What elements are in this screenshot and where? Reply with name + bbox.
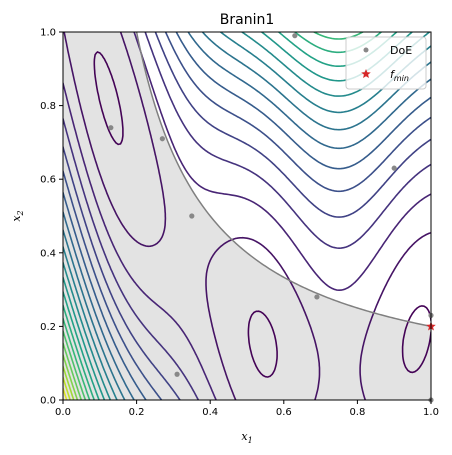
contour-level <box>93 51 431 378</box>
contour-level <box>63 330 87 400</box>
doe-point <box>391 165 397 171</box>
contour-level <box>63 32 431 400</box>
contour-level <box>63 32 431 400</box>
y-tick-label: 0.8 <box>40 101 56 112</box>
contour-level <box>63 32 431 400</box>
contour-level <box>63 32 431 400</box>
contour-level <box>63 342 83 400</box>
contour-level <box>63 32 364 400</box>
chart-title: Branin1 <box>220 12 274 28</box>
contour-level <box>63 32 431 400</box>
contour-level <box>63 32 431 400</box>
x-tick-label: 0.2 <box>129 407 145 418</box>
x-tick-label: 0.6 <box>276 407 292 418</box>
legend: DoE fmin <box>345 36 427 90</box>
legend-box <box>345 36 427 90</box>
contour-level <box>63 365 75 400</box>
y-tick-label: 1.0 <box>40 28 56 39</box>
x-tick-label: 0.4 <box>202 407 218 418</box>
contour-lines <box>63 32 431 400</box>
y-axis-label: x2 <box>10 210 25 221</box>
x-axis-label: x1 <box>241 430 252 445</box>
x-tick-label: 0.8 <box>349 407 365 418</box>
plot-frame <box>62 31 432 401</box>
doe-point <box>108 125 114 131</box>
y-tick-label: 0.2 <box>40 322 56 333</box>
contour-level <box>63 354 79 400</box>
y-tick-label: 0.4 <box>40 248 56 259</box>
doe-point <box>189 213 195 219</box>
infeasible-region <box>63 32 431 400</box>
contour-level <box>63 32 431 400</box>
doe-point <box>314 294 320 300</box>
contour-level <box>63 32 431 400</box>
legend-fmin-marker <box>361 69 371 79</box>
x-tick-label: 0.0 <box>55 407 71 418</box>
y-tick-label: 0.6 <box>40 175 56 186</box>
constraint-boundary-line <box>135 32 431 328</box>
doe-point <box>292 33 298 39</box>
doe-point <box>174 371 180 377</box>
y-tick-label: 0.0 <box>40 396 56 407</box>
doe-point <box>159 136 165 142</box>
x-tick-label: 1.0 <box>423 407 439 418</box>
legend-fmin-label: fmin <box>390 68 409 83</box>
contour-level <box>63 387 68 400</box>
legend-doe-marker <box>363 47 369 53</box>
legend-doe-label: DoE <box>390 44 412 57</box>
